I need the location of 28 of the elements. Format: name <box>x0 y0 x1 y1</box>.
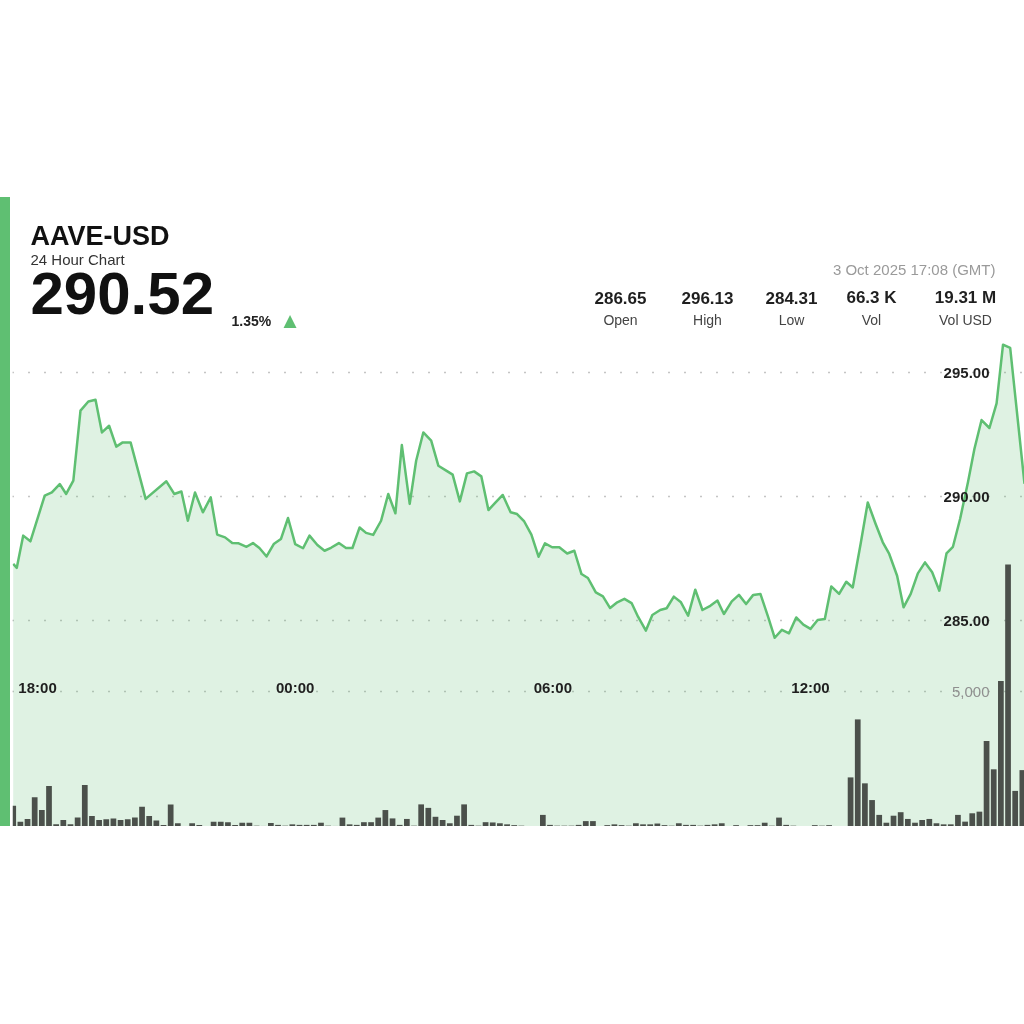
bar <box>761 822 768 826</box>
text: Vol USD <box>939 312 992 329</box>
text: 19.31 M <box>934 288 997 308</box>
text: ▲ <box>283 309 298 330</box>
x-tick-label: 00:00 <box>276 678 315 696</box>
text: Low <box>778 312 806 329</box>
text: 286.65 <box>594 288 647 308</box>
chart-title: AAVE-USD <box>30 221 170 252</box>
bar <box>933 823 940 826</box>
x-tick-label: 12:00 <box>791 678 830 696</box>
y-tick-label: 295.00 <box>943 363 990 381</box>
text: 1.35% <box>231 313 272 330</box>
bar <box>110 818 117 826</box>
text: High <box>693 312 722 329</box>
text: 296.13 <box>681 288 734 308</box>
x-tick-label: 18:00 <box>18 678 57 696</box>
text: 3 Oct 2025 17:08 (GMT) <box>832 261 996 279</box>
y2-tick-label: 5,000 <box>951 682 990 700</box>
text: Open <box>603 312 638 329</box>
text: Vol <box>861 312 882 329</box>
text: 284.31 <box>765 288 818 308</box>
text: 66.3 K <box>846 288 898 308</box>
y-tick-label: 285.00 <box>943 611 990 629</box>
x-tick-label: 06:00 <box>533 678 573 696</box>
chart-subtitle: 24 Hour Chart <box>30 251 126 269</box>
bar <box>389 818 396 826</box>
bar <box>482 822 489 826</box>
bar <box>718 823 725 826</box>
